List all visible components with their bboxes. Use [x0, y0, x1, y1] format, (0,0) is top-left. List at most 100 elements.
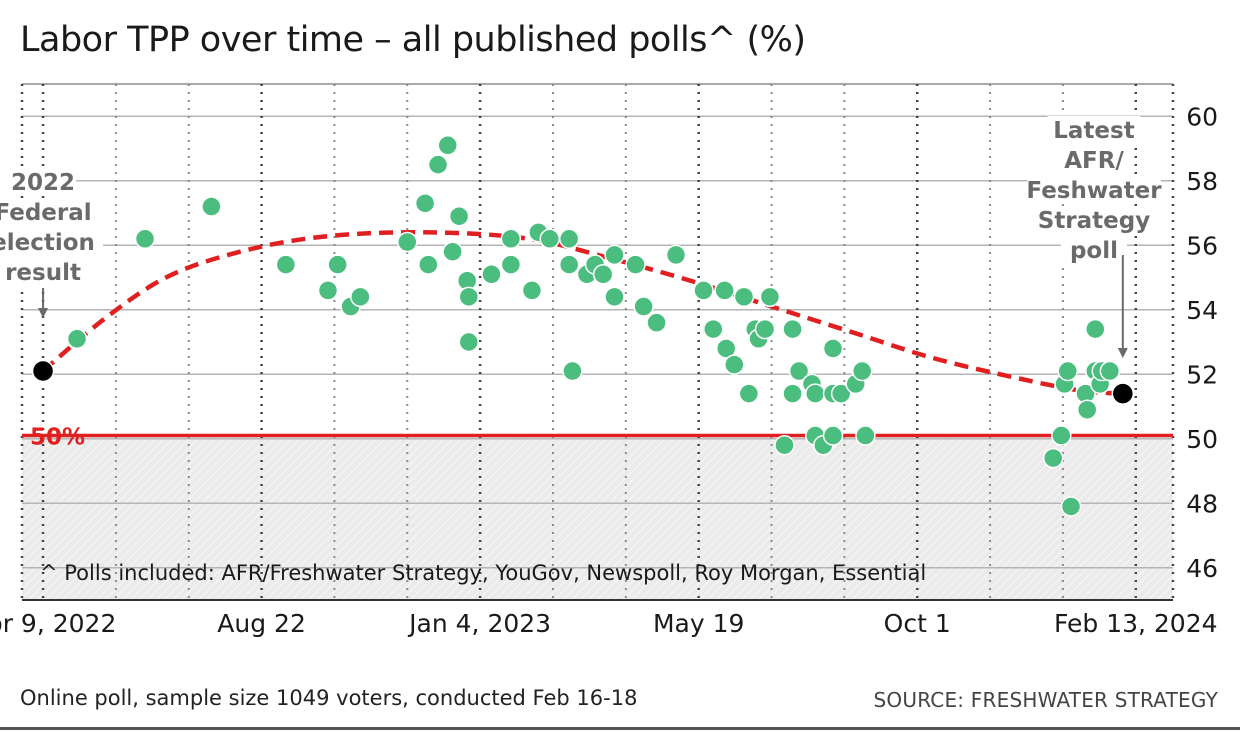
poll-point	[418, 254, 439, 275]
poll-point	[317, 280, 339, 301]
chart-title: Labor TPP over time – all published poll…	[20, 20, 806, 60]
poll-point	[822, 425, 844, 446]
poll-point	[327, 254, 348, 275]
poll-point	[851, 360, 873, 382]
annotation-election-arrowhead	[38, 308, 49, 318]
y-tick-label: 46	[1186, 554, 1218, 583]
annotation-latest-arrow	[1121, 255, 1124, 352]
poll-point	[458, 286, 480, 308]
poll-point	[715, 338, 737, 359]
poll-point	[414, 193, 436, 214]
x-tick-label: Oct 1	[884, 609, 951, 638]
poll-point	[442, 241, 463, 262]
poll-point	[1060, 496, 1082, 517]
x-tick-label: May 19	[653, 609, 744, 638]
annotation-bg	[1034, 206, 1154, 234]
poll-point	[458, 331, 480, 353]
poll-point	[201, 196, 222, 217]
poll-point	[693, 280, 714, 301]
below-50-shade	[22, 435, 1173, 600]
annotation-bg	[1061, 146, 1127, 174]
poll-point	[500, 228, 522, 250]
x-tick-label: Aug 22	[217, 609, 306, 638]
poll-point	[1042, 447, 1064, 469]
poll-point	[1076, 399, 1098, 420]
poll-point	[539, 228, 560, 250]
x-tick-label: Jan 4, 2023	[407, 609, 551, 638]
poll-point	[134, 228, 156, 250]
poll-point	[562, 360, 583, 382]
y-tick-label: 56	[1186, 231, 1218, 260]
y-tick-label: 50	[1186, 425, 1218, 454]
poll-point	[646, 312, 667, 333]
poll-point	[633, 296, 654, 317]
poll-point	[724, 354, 745, 375]
y-tick-label: 52	[1186, 360, 1218, 389]
chart-plot: 2022 Federal election result Latest AFR/Feshw…	[0, 83, 1218, 638]
poll-point	[665, 244, 687, 266]
source-credit: SOURCE: FRESHWATER STRATEGY	[873, 688, 1218, 712]
poll-point	[500, 254, 522, 275]
annotation-latest-line: Feshwater	[1026, 178, 1162, 204]
x-tick-label: Apr 9, 2022	[0, 609, 116, 638]
x-tick-label: Feb 13, 2024	[1054, 609, 1218, 638]
annotation-latest-line: Strategy	[1038, 208, 1150, 234]
poll-point	[1099, 360, 1121, 382]
annotation-election-line: 2022	[11, 170, 75, 196]
annotation-latest-line: poll	[1070, 238, 1118, 264]
poll-point	[1057, 360, 1079, 382]
poll-point	[558, 228, 580, 250]
election-result-point	[31, 359, 55, 383]
poll-point	[804, 383, 826, 404]
poll-point	[738, 383, 760, 404]
poll-point	[830, 383, 852, 404]
poll-point	[788, 360, 810, 382]
poll-point	[782, 318, 803, 340]
annotation-latest-line: Latest	[1053, 118, 1134, 144]
latest-afr-poll-point	[1111, 382, 1135, 405]
poll-point	[855, 425, 876, 446]
annotation-bg	[10, 168, 77, 196]
poll-point	[604, 244, 625, 266]
trend-line	[41, 229, 1127, 399]
y-tick-label: 58	[1186, 167, 1218, 196]
poll-point	[592, 264, 614, 285]
annotation-election-line: result	[5, 260, 81, 286]
poll-point	[350, 286, 371, 308]
annotation-bg	[0, 258, 90, 286]
annotation-election-line: election	[0, 230, 95, 256]
bottom-rule	[0, 727, 1240, 730]
poll-point	[702, 318, 724, 340]
threshold-50-label: 50%	[30, 425, 85, 451]
annotation-latest-line: AFR/	[1064, 148, 1124, 174]
poll-point	[604, 286, 625, 308]
poll-point	[558, 254, 580, 275]
poll-point	[733, 286, 755, 308]
poll-point	[481, 264, 502, 285]
poll-point	[1051, 425, 1072, 446]
poll-point	[782, 383, 803, 404]
annotation-election-line: Federal	[0, 200, 92, 226]
poll-point	[754, 318, 776, 340]
poll-point	[275, 254, 297, 275]
y-tick-label: 54	[1186, 296, 1218, 325]
poll-point	[774, 434, 795, 456]
poll-point	[1085, 318, 1106, 340]
poll-point	[427, 154, 449, 175]
poll-point	[448, 205, 470, 227]
annotation-bg	[1027, 176, 1161, 204]
y-tick-label: 48	[1186, 489, 1218, 518]
poll-point	[66, 328, 88, 350]
poll-point	[437, 135, 459, 156]
sample-note: Online poll, sample size 1049 voters, co…	[20, 686, 638, 710]
y-tick-label: 60	[1186, 102, 1218, 131]
annotation-bg	[0, 198, 97, 226]
poll-point	[759, 286, 781, 308]
poll-point	[714, 280, 735, 301]
poll-point	[625, 254, 646, 275]
poll-point	[822, 338, 844, 359]
annotation-bg	[0, 228, 104, 256]
annotation-bg	[1061, 236, 1127, 264]
annotation-latest-arrowhead	[1117, 348, 1128, 358]
polls-included-note: ^ Polls included: AFR/Freshwater Strateg…	[40, 561, 926, 585]
